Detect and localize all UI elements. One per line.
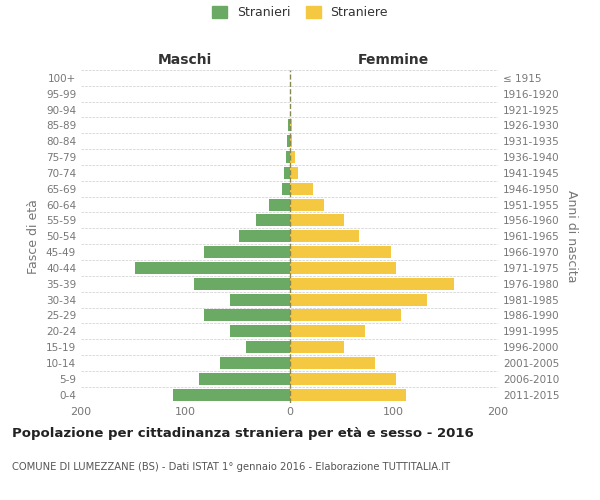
Text: Maschi: Maschi (158, 53, 212, 67)
Bar (282, 183, 290, 194)
Bar (290, 183, 313, 194)
Bar (239, 230, 290, 242)
Bar (289, 120, 290, 132)
Bar (230, 294, 290, 306)
Bar (135, 262, 290, 274)
Bar (290, 310, 401, 322)
Bar (173, 388, 290, 400)
Bar (290, 120, 292, 132)
Legend: Stranieri, Straniere: Stranieri, Straniere (212, 6, 388, 19)
Bar (290, 151, 295, 163)
Bar (199, 373, 290, 384)
Bar (290, 357, 375, 369)
Bar (284, 167, 290, 179)
Text: Femmine: Femmine (358, 53, 430, 67)
Bar (290, 167, 298, 179)
Bar (230, 326, 290, 337)
Bar (290, 373, 396, 384)
Text: COMUNE DI LUMEZZANE (BS) - Dati ISTAT 1° gennaio 2016 - Elaborazione TUTTITALIA.: COMUNE DI LUMEZZANE (BS) - Dati ISTAT 1°… (12, 462, 450, 472)
Bar (290, 198, 324, 210)
Bar (204, 310, 290, 322)
Y-axis label: Anni di nascita: Anni di nascita (565, 190, 578, 282)
Bar (246, 341, 290, 353)
Bar (220, 357, 290, 369)
Bar (286, 151, 290, 163)
Bar (290, 262, 396, 274)
Bar (287, 136, 290, 147)
Bar (290, 341, 344, 353)
Bar (194, 278, 290, 289)
Bar (269, 198, 290, 210)
Bar (290, 278, 454, 289)
Bar (290, 246, 391, 258)
Y-axis label: Fasce di età: Fasce di età (28, 199, 40, 274)
Bar (290, 214, 344, 226)
Text: Popolazione per cittadinanza straniera per età e sesso - 2016: Popolazione per cittadinanza straniera p… (12, 428, 474, 440)
Bar (290, 326, 365, 337)
Bar (290, 388, 406, 400)
Bar (256, 214, 290, 226)
Bar (290, 294, 427, 306)
Bar (204, 246, 290, 258)
Bar (290, 230, 359, 242)
Bar (290, 136, 292, 147)
